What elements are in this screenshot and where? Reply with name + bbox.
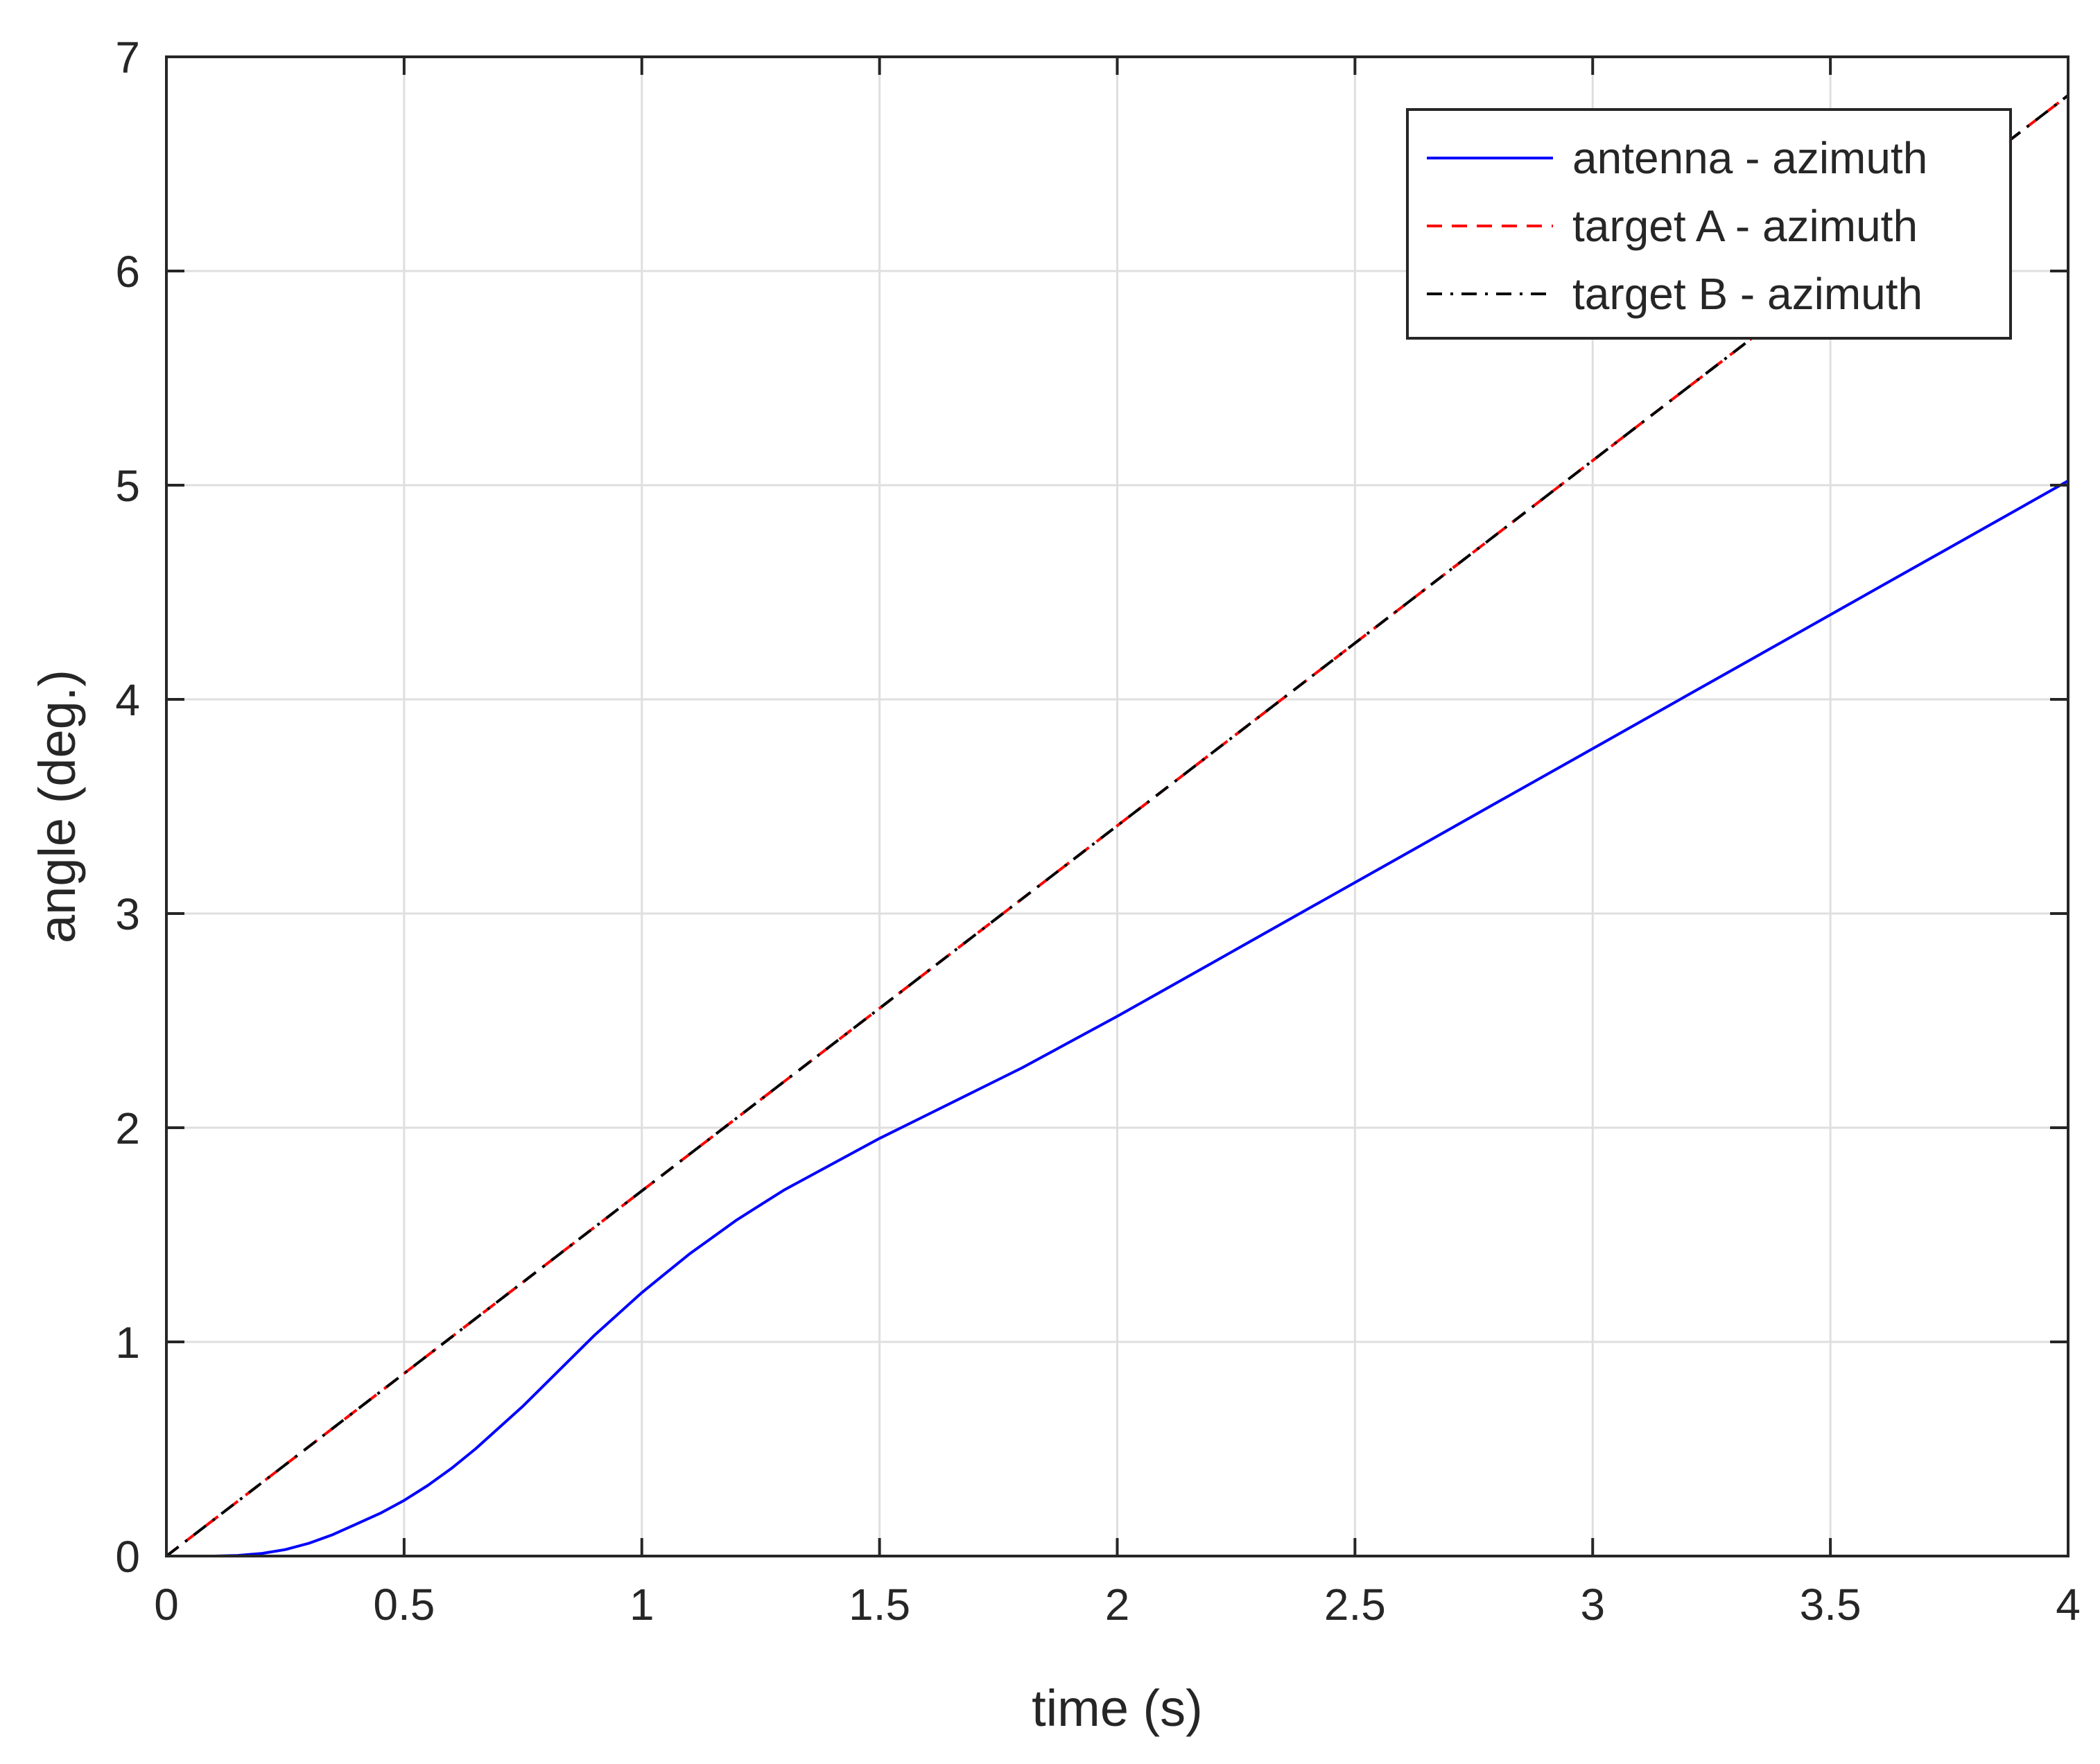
y-axis-label: angle (deg.) <box>28 670 86 943</box>
series-line-0 <box>166 480 2069 1557</box>
y-tick-label: 1 <box>115 1318 140 1368</box>
y-tick-label: 6 <box>115 247 140 297</box>
legend: antenna - azimuth target A - azimuth targe… <box>1406 108 2012 340</box>
y-tick-label: 2 <box>115 1103 140 1153</box>
y-tick-label: 3 <box>115 889 140 939</box>
x-tick-label: 0 <box>154 1580 179 1630</box>
legend-label-1: target A - azimuth <box>1572 201 1918 251</box>
x-tick-label: 1 <box>630 1580 654 1630</box>
x-tick-label: 4 <box>2056 1580 2081 1630</box>
x-tick-label: 0.5 <box>373 1580 435 1630</box>
y-tick-label: 7 <box>115 33 140 82</box>
x-tick-label: 3 <box>1580 1580 1605 1630</box>
x-tick-label: 1.5 <box>849 1580 910 1630</box>
legend-label-0: antenna - azimuth <box>1572 133 1927 183</box>
legend-label-2: target B - azimuth <box>1572 269 1923 319</box>
y-tick-label: 0 <box>115 1532 140 1582</box>
x-tick-label: 2.5 <box>1324 1580 1386 1630</box>
legend-box <box>1406 108 2012 340</box>
y-tick-label: 5 <box>115 461 140 511</box>
x-tick-label: 3.5 <box>1800 1580 1862 1630</box>
axes <box>165 55 2069 1557</box>
x-axis-label: time (s) <box>1032 1679 1203 1737</box>
x-tick-label: 2 <box>1105 1580 1130 1630</box>
y-tick-label: 4 <box>115 675 140 725</box>
tick-labels: 0 0.5 1 1.5 2 2.5 3 3.5 4 0 1 2 3 4 5 6 7 <box>115 33 2080 1630</box>
